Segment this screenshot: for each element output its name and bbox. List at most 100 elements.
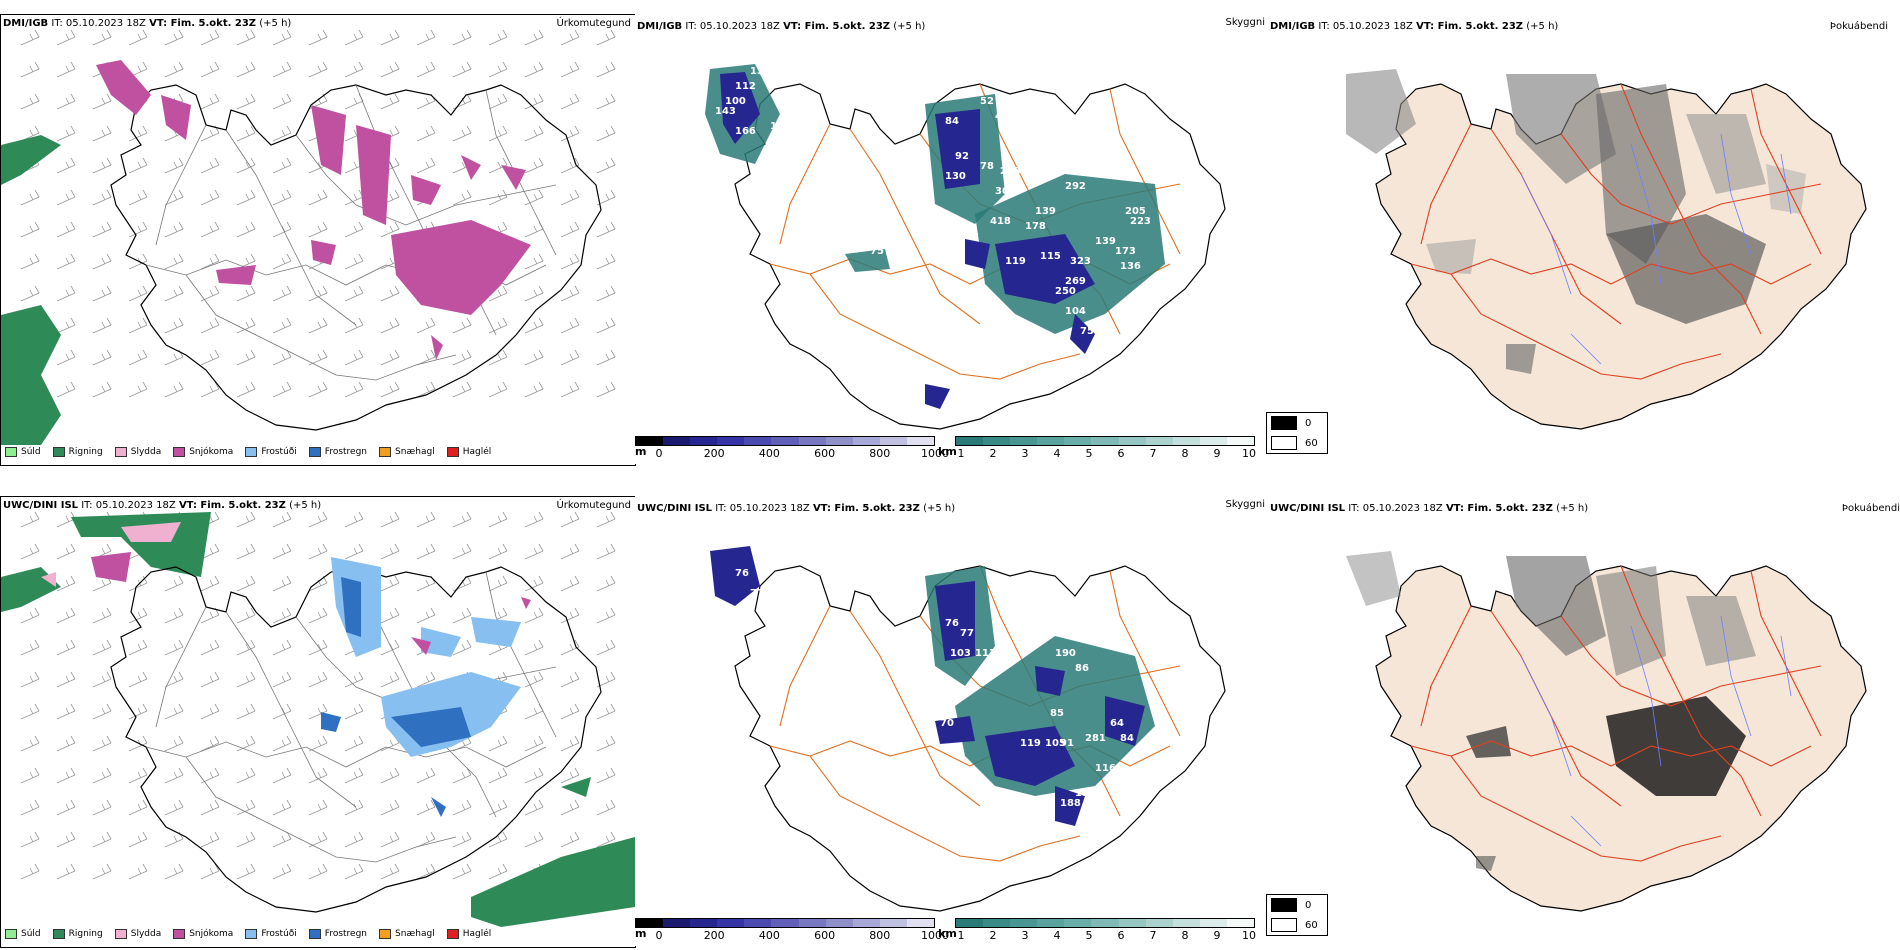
cloud-base-value: 135: [770, 121, 791, 132]
lead-time: (+5 h): [259, 18, 292, 29]
legend-swatch: [379, 447, 392, 457]
wind-barb: [20, 735, 40, 752]
scale-color-box: [690, 919, 718, 927]
init-time: IT: 05.10.2023 18Z: [715, 503, 810, 514]
wind-barb: [524, 189, 544, 206]
scale-color-box: [1037, 437, 1065, 445]
cloud-base-value: 418: [990, 216, 1011, 227]
wind-barb: [272, 575, 292, 592]
precip-legend-item: Súld: [5, 929, 41, 939]
wind-barb: [452, 381, 472, 398]
wind-barb: [200, 125, 220, 142]
wind-barb: [596, 735, 616, 752]
wind-barb: [416, 671, 436, 688]
scale-color-box: [717, 919, 745, 927]
cloud-scale-km-unit: km: [938, 927, 957, 940]
wind-barb: [596, 157, 616, 174]
wind-barb: [452, 93, 472, 110]
wind-barb: [92, 767, 112, 784]
wind-barb: [452, 831, 472, 848]
wind-barb: [308, 575, 328, 592]
wind-barb: [596, 767, 616, 784]
cloud-base-value: 130: [945, 171, 966, 182]
wind-barb: [308, 317, 328, 334]
scale-color-box: [1199, 437, 1227, 445]
fog-map: [1346, 551, 1867, 912]
cloud-scale-km: 1 2 3 4 5 6 7 8 9 10: [955, 918, 1256, 942]
wind-barb: [596, 607, 616, 624]
fog-panel-uwc: UWC/DINI ISL IT: 05.10.2023 18Z VT: Fim.…: [1266, 496, 1900, 946]
scale-tick-label: 800: [869, 447, 891, 460]
wind-barb: [128, 863, 148, 880]
iceland-coastline: [734, 565, 1226, 912]
wind-barb: [452, 125, 472, 142]
wind-barb: [272, 285, 292, 302]
cloud-base-value: 78: [980, 161, 994, 172]
model-name: UWC/DINI ISL: [637, 503, 713, 514]
scale-tick-label: 1: [957, 929, 965, 942]
cloud-base-value: 139: [1095, 236, 1116, 247]
iceland-coastline: [110, 566, 602, 913]
wind-barb: [20, 831, 40, 848]
scale-color-box: [906, 437, 935, 445]
wind-barb: [92, 29, 112, 46]
precip-legend: Súld Rigning Slydda Snjókoma Frostúði Frostre…: [5, 447, 491, 457]
precip-legend-item: Haglél: [446, 929, 491, 939]
wind-barb: [200, 767, 220, 784]
wind-barb: [56, 157, 76, 174]
wind-barb: [380, 93, 400, 110]
scale-color-box: [1199, 919, 1227, 927]
wind-barb: [200, 61, 220, 78]
cloud-base-value: 108: [765, 76, 786, 87]
panel-header: UWC/DINI ISL IT: 05.10.2023 18Z VT: Fim.…: [1270, 503, 1588, 514]
wind-barb: [596, 349, 616, 366]
wind-barb: [596, 831, 616, 848]
wind-barb: [164, 157, 184, 174]
cloud-base-value: 143: [715, 106, 736, 117]
scale-color-box: [1037, 919, 1065, 927]
cloud-base-value: 166: [735, 126, 756, 137]
wind-barb: [200, 607, 220, 624]
wind-barb: [560, 767, 580, 784]
scale-tick-label: 6: [1117, 929, 1125, 942]
fog-map: [1346, 69, 1867, 430]
precip-legend-item: Slydda: [114, 929, 161, 939]
wind-barb: [488, 767, 508, 784]
wind-barb: [524, 831, 544, 848]
precip-legend-item: Frostregn: [308, 447, 367, 457]
wind-barb: [416, 511, 436, 528]
wind-barb: [20, 671, 40, 688]
panel-title: Skyggni: [1225, 17, 1265, 28]
wind-barb: [164, 799, 184, 816]
legend-swatch: [114, 929, 127, 939]
wind-barb: [308, 29, 328, 46]
model-name: UWC/DINI ISL: [3, 500, 79, 511]
model-name: UWC/DINI ISL: [1270, 503, 1346, 514]
precip-legend-item: Frostúði: [245, 447, 297, 457]
wind-barb: [380, 61, 400, 78]
scale-color-box: [1226, 919, 1255, 927]
cloud-base-value: 124: [985, 663, 1006, 674]
fog-legend-label: 0: [1305, 417, 1312, 429]
scale-tick-label: 0: [655, 447, 663, 460]
wind-barb: [560, 189, 580, 206]
cloud-scale-m: 0 200 400 600 800 1000: [635, 436, 949, 460]
wind-barb: [56, 671, 76, 688]
wind-barb: [308, 767, 328, 784]
freezing-areas: [321, 557, 521, 817]
wind-barb: [560, 157, 580, 174]
wind-barb: [380, 607, 400, 624]
wind-barb: [128, 221, 148, 238]
cloud-scale-km-bar: [955, 918, 1255, 928]
wind-barb: [596, 543, 616, 560]
lead-time: (+5 h): [289, 500, 322, 511]
wind-barb: [56, 381, 76, 398]
wind-barb: [272, 703, 292, 720]
scale-tick-label: 3: [1021, 447, 1029, 460]
wind-barb: [380, 381, 400, 398]
scale-tick-label: 9: [1213, 447, 1221, 460]
cloud-base-panel-dmi: DMI/IGB IT: 05.10.2023 18Z VT: Fim. 5.ok…: [635, 14, 1265, 464]
cloud-base-value: 82: [965, 231, 979, 242]
precip-legend: Súld Rigning Slydda Snjókoma Frostúði Frostre…: [5, 929, 491, 939]
